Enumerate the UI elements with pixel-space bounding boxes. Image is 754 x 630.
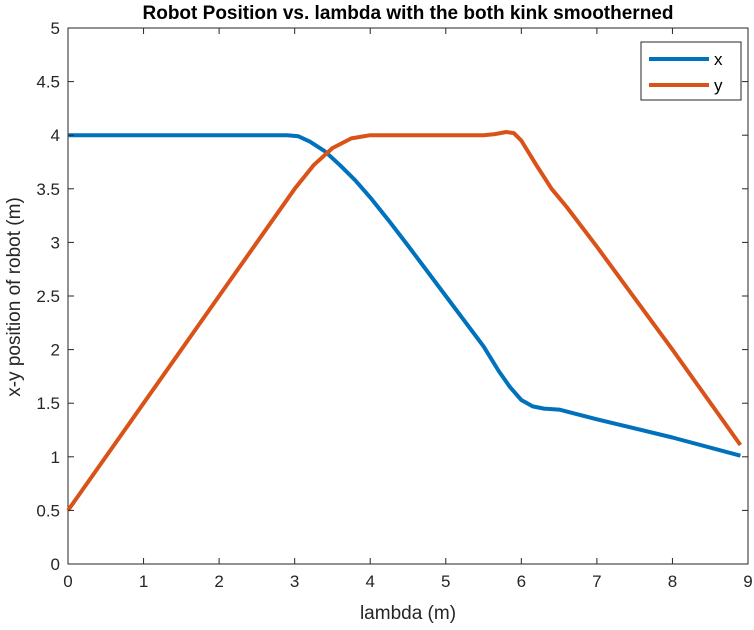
x-tick-label: 9 — [743, 572, 752, 591]
chart-title: Robot Position vs. lambda with the both … — [143, 3, 674, 24]
y-tick-label: 1 — [51, 448, 60, 467]
x-tick-label: 3 — [290, 572, 299, 591]
x-tick-label: 2 — [214, 572, 223, 591]
y-tick-label: 1.5 — [36, 394, 60, 413]
plot-frame — [67, 27, 749, 565]
y-tick-label: 3.5 — [36, 180, 60, 199]
y-tick-label: 4.5 — [36, 73, 60, 92]
y-tick-label: 2 — [51, 341, 60, 360]
x-tick-label: 7 — [592, 572, 601, 591]
x-tick-label: 8 — [668, 572, 677, 591]
legend-label-y: y — [714, 76, 723, 95]
x-tick-label: 4 — [365, 572, 374, 591]
y-axis-label: x-y position of robot (m) — [4, 197, 25, 397]
legend-box — [640, 41, 742, 101]
series-line-y — [66, 130, 743, 512]
y-tick-label: 0.5 — [36, 501, 60, 520]
x-tick-label: 6 — [517, 572, 526, 591]
x-tick-label: 1 — [139, 572, 148, 591]
legend-label-x: x — [714, 50, 723, 69]
x-tick-label: 5 — [441, 572, 450, 591]
y-tick-label: 5 — [51, 19, 60, 38]
ticks-layer: 0 1 2 3 4 5 6 7 8 9 0 0.5 1 1.5 2 2.5 3 3.5 4 4.5 5 — [36, 19, 752, 591]
series-layer — [66, 130, 743, 512]
legend: xy — [640, 41, 742, 101]
series-line-x — [68, 133, 741, 458]
y-tick-label: 0 — [51, 555, 60, 574]
x-axis-label: lambda (m) — [360, 603, 456, 624]
y-tick-label: 3 — [51, 233, 60, 252]
y-tick-label: 4 — [51, 126, 60, 145]
x-tick-label: 0 — [63, 572, 72, 591]
y-tick-label: 2.5 — [36, 287, 60, 306]
plot-area — [67, 27, 749, 565]
